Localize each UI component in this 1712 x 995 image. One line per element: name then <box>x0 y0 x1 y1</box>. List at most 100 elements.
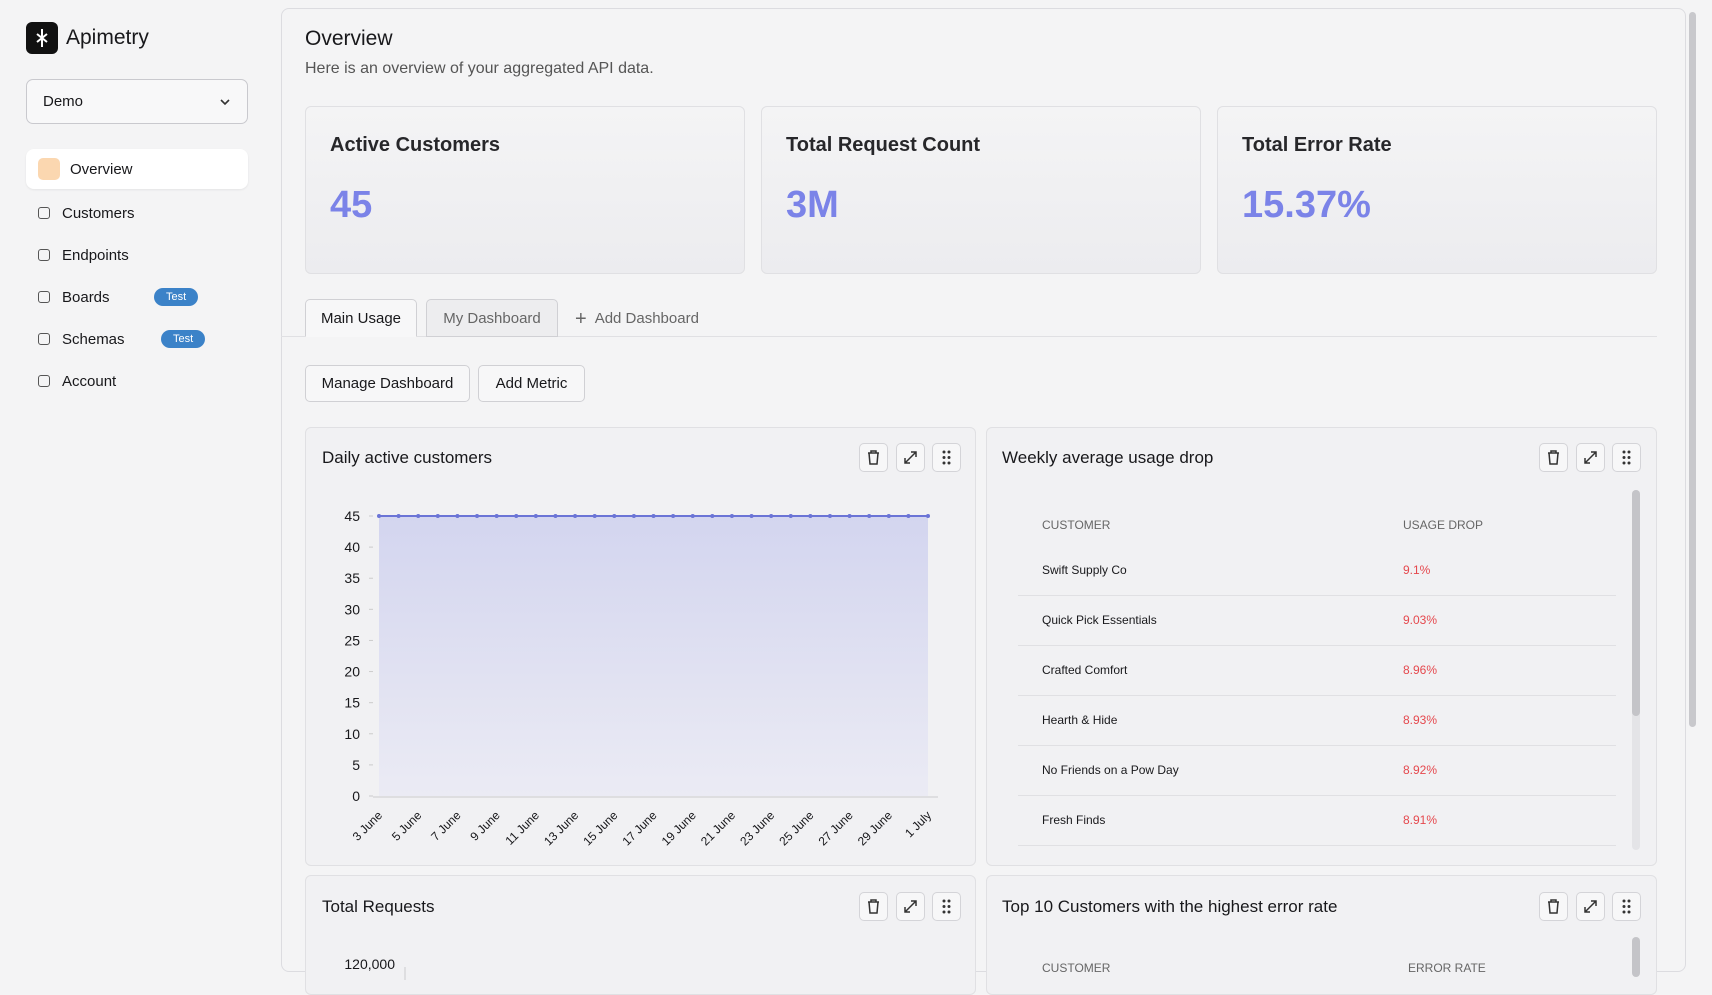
stat-value: 45 <box>330 184 373 226</box>
y-tick-label: 15 <box>344 695 360 711</box>
y-tick-label: 20 <box>344 664 360 680</box>
stat-label: Total Request Count <box>786 134 981 156</box>
nav-item[interactable]: Schemas Test <box>26 319 248 359</box>
column-header: USAGE DROP <box>1403 518 1484 532</box>
nav-item[interactable]: Account <box>26 361 248 401</box>
stat-card <box>761 106 1201 274</box>
button[interactable]: Add Metric <box>478 365 585 402</box>
widget-title: Weekly average usage drop <box>1002 448 1214 467</box>
point <box>788 514 793 518</box>
point <box>475 514 480 518</box>
drag-handle[interactable] <box>932 892 961 921</box>
point <box>729 514 734 518</box>
x-tick-label: 21 June <box>698 808 738 848</box>
column-header: CUSTOMER <box>1042 518 1111 532</box>
widget <box>986 427 1657 866</box>
row-divider <box>1018 595 1616 596</box>
widget-title: Daily active customers <box>322 448 493 467</box>
point <box>553 514 558 518</box>
point <box>808 514 813 518</box>
x-tick-label: 3 June <box>350 808 386 844</box>
drag-handle[interactable] <box>1612 443 1641 472</box>
expand-button[interactable] <box>896 443 925 472</box>
row-divider <box>1018 645 1616 646</box>
nav-icon <box>38 291 50 303</box>
nav-item[interactable]: Endpoints <box>26 235 248 275</box>
point <box>416 514 421 518</box>
y-tick-label: 0 <box>352 788 360 804</box>
expand-button[interactable] <box>1576 892 1605 921</box>
nav-icon <box>38 375 50 387</box>
y-tick-label: 10 <box>344 726 360 742</box>
nav-item[interactable]: Overview <box>26 149 248 189</box>
nav-icon <box>38 207 50 219</box>
x-tick-label: 25 June <box>776 808 816 848</box>
brand: Apimetry <box>66 26 149 49</box>
cell: 8.92% <box>1403 763 1438 777</box>
tab[interactable]: My Dashboard <box>426 299 558 337</box>
row-divider <box>1018 845 1616 846</box>
point <box>573 514 578 518</box>
delete-button[interactable] <box>859 892 888 921</box>
point <box>710 514 715 518</box>
badge: Test <box>154 288 199 306</box>
point <box>455 514 460 518</box>
row-divider <box>1018 745 1616 746</box>
nav-icon <box>38 249 50 261</box>
tab-divider <box>281 336 1657 337</box>
nav-label: Account <box>62 372 117 390</box>
x-tick-label: 27 June <box>816 808 856 848</box>
workspace-select[interactable]: Demo <box>26 79 248 124</box>
nav-label: Schemas <box>62 330 125 348</box>
stat-label: Total Error Rate <box>1242 134 1392 156</box>
expand-button[interactable] <box>896 892 925 921</box>
cell: Hearth & Hide <box>1042 713 1118 727</box>
point <box>592 514 597 518</box>
point <box>435 514 440 518</box>
cell: Quick Pick Essentials <box>1042 613 1157 627</box>
x-tick-label: 19 June <box>659 808 699 848</box>
add-tab[interactable]: + Add Dashboard <box>575 308 699 330</box>
page-subtitle: Here is an overview of your aggregated A… <box>305 60 654 77</box>
tab[interactable]: Main Usage <box>305 299 417 337</box>
tab-label: Add Dashboard <box>594 310 699 327</box>
delete-button[interactable] <box>859 443 888 472</box>
nav-label: Overview <box>70 160 133 178</box>
drag-handle[interactable] <box>932 443 961 472</box>
x-tick-label: 9 June <box>467 808 503 844</box>
row-divider <box>1018 695 1616 696</box>
drag-handle[interactable] <box>1612 892 1641 921</box>
nav-icon <box>38 333 50 345</box>
nav-icon <box>38 158 60 180</box>
x-tick-label: 29 June <box>855 808 895 848</box>
nav-item[interactable]: Boards Test <box>26 277 248 317</box>
delete-button[interactable] <box>1539 892 1568 921</box>
point <box>769 514 774 518</box>
x-tick-label: 23 June <box>737 808 777 848</box>
x-tick-label: 17 June <box>620 808 660 848</box>
nav-item[interactable]: Customers <box>26 193 248 233</box>
table-scrollbar <box>1632 490 1640 850</box>
cell: No Friends on a Pow Day <box>1042 763 1179 777</box>
chart: 0 5 10 15 20 25 30 35 40 45 3 June 5 June 7 June 9 Ju… <box>344 508 938 848</box>
y-tick-label: 30 <box>344 601 360 617</box>
cell: 8.96% <box>1403 663 1438 677</box>
page-title: Overview <box>305 27 393 50</box>
point <box>886 514 891 518</box>
logo <box>26 22 58 54</box>
y-tick-label: 45 <box>344 508 360 524</box>
y-tick-label: 40 <box>344 539 360 555</box>
expand-button[interactable] <box>1576 443 1605 472</box>
delete-button[interactable] <box>1539 443 1568 472</box>
workspace: Demo <box>43 93 84 110</box>
point <box>749 514 754 518</box>
y-tick-label: 120,000 <box>344 956 395 972</box>
x-tick-label: 13 June <box>541 808 581 848</box>
point <box>906 514 911 518</box>
column-header: CUSTOMER <box>1042 961 1111 975</box>
button[interactable]: Manage Dashboard <box>305 365 470 402</box>
stat-value: 3M <box>786 184 839 226</box>
scrollbar <box>1686 8 1700 972</box>
point <box>377 514 381 518</box>
cell: 8.93% <box>1403 713 1438 727</box>
